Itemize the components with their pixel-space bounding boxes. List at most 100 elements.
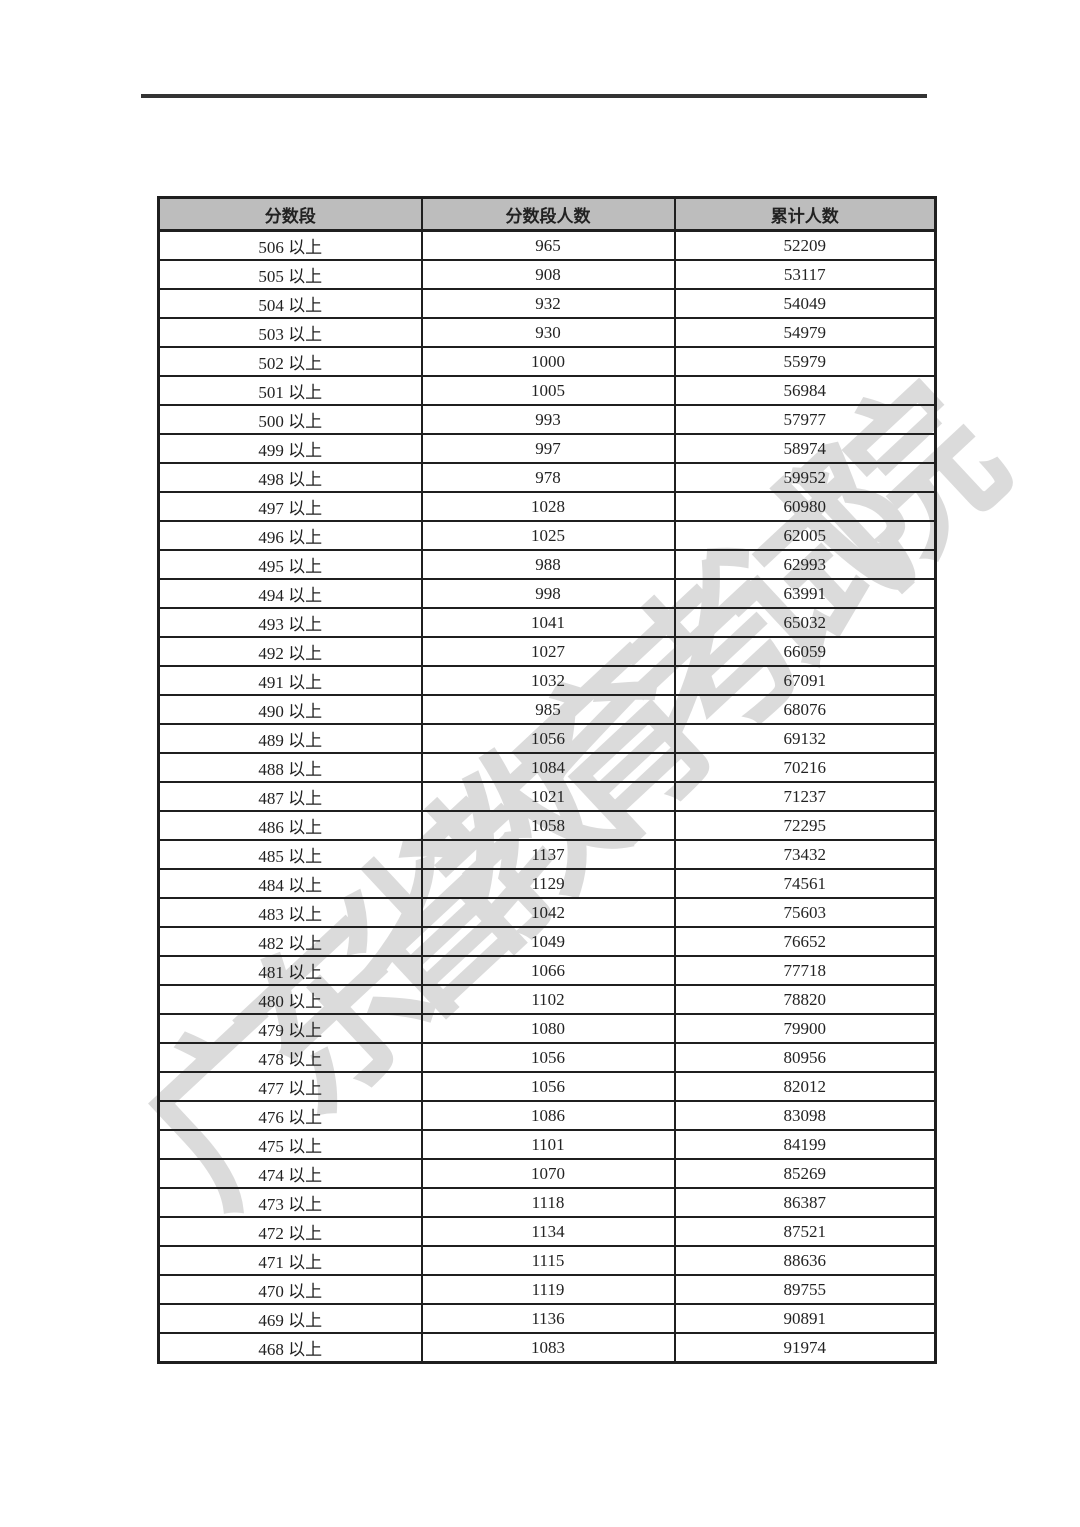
band-count-cell: 993 xyxy=(420,404,676,435)
score-band-cell: 492 以上 xyxy=(157,636,423,667)
cumulative-count-cell: 90891 xyxy=(673,1303,937,1334)
band-count-cell: 1136 xyxy=(420,1303,676,1334)
score-band-cell: 471 以上 xyxy=(157,1245,423,1276)
band-count-cell: 1000 xyxy=(420,346,676,377)
table-row: 476 以上 1086 83098 xyxy=(157,1100,937,1131)
band-count-cell: 1083 xyxy=(420,1332,676,1364)
table-row: 506 以上 965 52209 xyxy=(157,229,937,261)
cumulative-count-cell: 76652 xyxy=(673,926,937,957)
band-count-cell: 965 xyxy=(420,229,676,261)
score-band-cell: 473 以上 xyxy=(157,1187,423,1218)
score-band-cell: 493 以上 xyxy=(157,607,423,638)
cumulative-count-cell: 74561 xyxy=(673,868,937,899)
cumulative-count-cell: 58974 xyxy=(673,433,937,464)
score-band-cell: 496 以上 xyxy=(157,520,423,551)
cumulative-count-cell: 54979 xyxy=(673,317,937,348)
score-band-cell: 475 以上 xyxy=(157,1129,423,1160)
cumulative-count-cell: 66059 xyxy=(673,636,937,667)
table-row: 501 以上 1005 56984 xyxy=(157,375,937,406)
table-header-row: 分数段 分数段人数 累计人数 xyxy=(157,196,937,232)
score-band-cell: 474 以上 xyxy=(157,1158,423,1189)
table-row: 473 以上 1118 86387 xyxy=(157,1187,937,1218)
table-row: 477 以上 1056 82012 xyxy=(157,1071,937,1102)
table-row: 498 以上 978 59952 xyxy=(157,462,937,493)
table-row: 469 以上 1136 90891 xyxy=(157,1303,937,1334)
cumulative-count-cell: 56984 xyxy=(673,375,937,406)
score-band-cell: 477 以上 xyxy=(157,1071,423,1102)
band-count-cell: 988 xyxy=(420,549,676,580)
cumulative-count-cell: 89755 xyxy=(673,1274,937,1305)
cumulative-count-cell: 54049 xyxy=(673,288,937,319)
cumulative-count-cell: 80956 xyxy=(673,1042,937,1073)
score-band-cell: 502 以上 xyxy=(157,346,423,377)
cumulative-count-cell: 71237 xyxy=(673,781,937,812)
band-count-cell: 1049 xyxy=(420,926,676,957)
cumulative-count-cell: 86387 xyxy=(673,1187,937,1218)
table-row: 502 以上 1000 55979 xyxy=(157,346,937,377)
cumulative-count-cell: 55979 xyxy=(673,346,937,377)
table-row: 475 以上 1101 84199 xyxy=(157,1129,937,1160)
score-band-cell: 504 以上 xyxy=(157,288,423,319)
score-band-cell: 486 以上 xyxy=(157,810,423,841)
band-count-cell: 932 xyxy=(420,288,676,319)
band-count-cell: 1056 xyxy=(420,1071,676,1102)
cumulative-count-cell: 77718 xyxy=(673,955,937,986)
table-row: 478 以上 1056 80956 xyxy=(157,1042,937,1073)
cumulative-count-cell: 75603 xyxy=(673,897,937,928)
table-row: 494 以上 998 63991 xyxy=(157,578,937,609)
table-row: 504 以上 932 54049 xyxy=(157,288,937,319)
table-row: 497 以上 1028 60980 xyxy=(157,491,937,522)
score-band-cell: 476 以上 xyxy=(157,1100,423,1131)
score-band-cell: 497 以上 xyxy=(157,491,423,522)
band-count-cell: 1041 xyxy=(420,607,676,638)
header-band-count: 分数段人数 xyxy=(420,196,676,232)
band-count-cell: 1102 xyxy=(420,984,676,1015)
cumulative-count-cell: 78820 xyxy=(673,984,937,1015)
score-band-cell: 501 以上 xyxy=(157,375,423,406)
cumulative-count-cell: 82012 xyxy=(673,1071,937,1102)
band-count-cell: 1084 xyxy=(420,752,676,783)
band-count-cell: 985 xyxy=(420,694,676,725)
score-band-cell: 498 以上 xyxy=(157,462,423,493)
score-band-cell: 489 以上 xyxy=(157,723,423,754)
band-count-cell: 1115 xyxy=(420,1245,676,1276)
table-row: 479 以上 1080 79900 xyxy=(157,1013,937,1044)
cumulative-count-cell: 79900 xyxy=(673,1013,937,1044)
band-count-cell: 908 xyxy=(420,259,676,290)
band-count-cell: 1056 xyxy=(420,723,676,754)
band-count-cell: 1080 xyxy=(420,1013,676,1044)
score-band-cell: 484 以上 xyxy=(157,868,423,899)
score-band-cell: 495 以上 xyxy=(157,549,423,580)
band-count-cell: 1086 xyxy=(420,1100,676,1131)
score-band-cell: 503 以上 xyxy=(157,317,423,348)
cumulative-count-cell: 62993 xyxy=(673,549,937,580)
band-count-cell: 1005 xyxy=(420,375,676,406)
cumulative-count-cell: 52209 xyxy=(673,229,937,261)
top-horizontal-rule xyxy=(141,94,927,98)
score-band-cell: 490 以上 xyxy=(157,694,423,725)
band-count-cell: 1042 xyxy=(420,897,676,928)
table-row: 492 以上 1027 66059 xyxy=(157,636,937,667)
band-count-cell: 1119 xyxy=(420,1274,676,1305)
score-band-cell: 487 以上 xyxy=(157,781,423,812)
table-row: 488 以上 1084 70216 xyxy=(157,752,937,783)
cumulative-count-cell: 65032 xyxy=(673,607,937,638)
band-count-cell: 1058 xyxy=(420,810,676,841)
score-band-cell: 483 以上 xyxy=(157,897,423,928)
table-row: 489 以上 1056 69132 xyxy=(157,723,937,754)
table-row: 493 以上 1041 65032 xyxy=(157,607,937,638)
score-distribution-table: 分数段 分数段人数 累计人数 506 以上 965 52209 505 以上 908 53… xyxy=(157,196,937,1364)
cumulative-count-cell: 87521 xyxy=(673,1216,937,1247)
score-band-cell: 482 以上 xyxy=(157,926,423,957)
cumulative-count-cell: 53117 xyxy=(673,259,937,290)
cumulative-count-cell: 73432 xyxy=(673,839,937,870)
band-count-cell: 1101 xyxy=(420,1129,676,1160)
table-row: 471 以上 1115 88636 xyxy=(157,1245,937,1276)
cumulative-count-cell: 68076 xyxy=(673,694,937,725)
cumulative-count-cell: 62005 xyxy=(673,520,937,551)
table-row: 485 以上 1137 73432 xyxy=(157,839,937,870)
cumulative-count-cell: 72295 xyxy=(673,810,937,841)
cumulative-count-cell: 57977 xyxy=(673,404,937,435)
cumulative-count-cell: 70216 xyxy=(673,752,937,783)
table-row: 491 以上 1032 67091 xyxy=(157,665,937,696)
